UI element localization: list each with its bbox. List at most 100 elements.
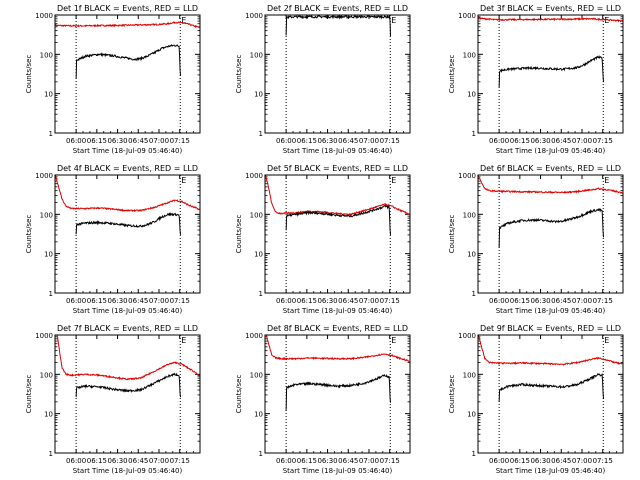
x-axis-label: Start Time (18-Jul-09 05:46:40) xyxy=(283,147,393,155)
x-tick-label: 06:15 xyxy=(87,137,107,145)
x-tick-label: 07:00 xyxy=(149,137,169,145)
x-tick-label: 07:15 xyxy=(593,457,613,465)
y-axis-label: Counts/sec xyxy=(235,215,243,254)
panel-title: Det 7f BLACK = Events, RED = LLD xyxy=(57,324,198,333)
y-tick-label: 1 xyxy=(49,130,53,138)
x-tick-label: 06:45 xyxy=(551,297,571,305)
y-tick-label: 100 xyxy=(463,211,476,219)
plot-frame xyxy=(264,174,411,294)
y-axis-label: Counts/sec xyxy=(235,55,243,94)
x-tick-label: 06:00 xyxy=(489,297,509,305)
x-tick-label: 06:45 xyxy=(338,457,358,465)
y-tick-label: 1 xyxy=(472,290,476,298)
y-tick-label: 1 xyxy=(49,290,53,298)
x-tick-label: 06:30 xyxy=(107,137,127,145)
lld-series-line xyxy=(478,335,623,366)
events-series-line xyxy=(75,372,182,398)
plot-frame xyxy=(54,14,201,134)
y-tick-label: 100 xyxy=(40,51,53,59)
x-tick-label: 06:00 xyxy=(276,457,296,465)
y-axis-label: Counts/sec xyxy=(235,375,243,414)
flag-label: E xyxy=(604,336,609,345)
y-tick-label: 1000 xyxy=(245,332,263,340)
y-tick-label: 1000 xyxy=(35,332,53,340)
x-tick-label: 07:00 xyxy=(359,457,379,465)
events-series-line xyxy=(498,372,605,402)
events-series-line xyxy=(285,373,392,411)
y-tick-label: 10 xyxy=(467,91,476,99)
x-tick-label: 07:15 xyxy=(380,457,400,465)
x-tick-label: 07:15 xyxy=(170,457,190,465)
x-tick-label: 07:15 xyxy=(593,297,613,305)
x-axis-label: Start Time (18-Jul-09 05:46:40) xyxy=(73,307,183,315)
y-tick-label: 1000 xyxy=(458,12,476,20)
y-tick-label: 1000 xyxy=(458,332,476,340)
y-tick-label: 100 xyxy=(463,51,476,59)
x-tick-label: 07:00 xyxy=(572,457,592,465)
y-tick-label: 100 xyxy=(250,371,263,379)
plot-frame xyxy=(54,334,201,454)
x-tick-label: 06:15 xyxy=(510,137,530,145)
x-tick-label: 06:00 xyxy=(489,457,509,465)
x-tick-label: 07:00 xyxy=(149,297,169,305)
events-series-line xyxy=(285,15,392,37)
y-tick-label: 100 xyxy=(40,371,53,379)
x-tick-label: 06:00 xyxy=(489,137,509,145)
lld-series-line xyxy=(265,335,410,363)
events-series-line xyxy=(285,204,392,236)
y-tick-label: 1 xyxy=(472,130,476,138)
panel-title: Det 1f BLACK = Events, RED = LLD xyxy=(57,4,198,13)
panel-det-5f: Det 5f BLACK = Events, RED = LLD Counts/s… xyxy=(235,164,411,315)
lld-series-line xyxy=(478,175,623,194)
y-tick-label: 1 xyxy=(259,130,263,138)
y-tick-label: 10 xyxy=(254,411,263,419)
plot-frame xyxy=(477,174,624,294)
x-tick-label: 06:45 xyxy=(551,457,571,465)
x-tick-label: 07:15 xyxy=(380,297,400,305)
y-axis-label: Counts/sec xyxy=(448,215,456,254)
x-axis-label: Start Time (18-Jul-09 05:46:40) xyxy=(496,147,606,155)
x-tick-label: 06:15 xyxy=(297,297,317,305)
y-tick-label: 10 xyxy=(44,411,53,419)
events-series-line xyxy=(75,44,182,79)
y-tick-label: 1000 xyxy=(245,12,263,20)
y-tick-label: 1 xyxy=(472,450,476,458)
flag-label: E xyxy=(181,336,186,345)
panel-det-9f: Det 9f BLACK = Events, RED = LLD Counts/s… xyxy=(448,324,624,475)
plot-frame xyxy=(477,334,624,454)
x-axis-label: Start Time (18-Jul-09 05:46:40) xyxy=(73,147,183,155)
y-tick-label: 100 xyxy=(250,211,263,219)
y-tick-label: 1000 xyxy=(458,172,476,180)
x-tick-label: 07:15 xyxy=(380,137,400,145)
x-tick-label: 06:30 xyxy=(530,137,550,145)
events-series-line xyxy=(498,207,605,248)
x-tick-label: 06:00 xyxy=(66,137,86,145)
x-axis-label: Start Time (18-Jul-09 05:46:40) xyxy=(283,307,393,315)
x-tick-label: 07:00 xyxy=(572,297,592,305)
y-tick-label: 10 xyxy=(254,91,263,99)
panel-title: Det 3f BLACK = Events, RED = LLD xyxy=(480,4,621,13)
events-series-line xyxy=(75,212,182,235)
panel-title: Det 2f BLACK = Events, RED = LLD xyxy=(267,4,408,13)
lld-series-line xyxy=(55,335,200,381)
flag-label: E xyxy=(604,176,609,185)
x-tick-label: 07:00 xyxy=(359,137,379,145)
x-tick-label: 06:30 xyxy=(530,297,550,305)
x-tick-label: 06:00 xyxy=(276,137,296,145)
x-tick-label: 06:45 xyxy=(128,137,148,145)
flag-label: E xyxy=(391,176,396,185)
x-axis-label: Start Time (18-Jul-09 05:46:40) xyxy=(283,467,393,475)
panel-title: Det 4f BLACK = Events, RED = LLD xyxy=(57,164,198,173)
panel-det-7f: Det 7f BLACK = Events, RED = LLD Counts/s… xyxy=(25,324,201,475)
y-tick-label: 1 xyxy=(49,450,53,458)
flag-label: E xyxy=(181,16,186,25)
y-tick-label: 1000 xyxy=(35,12,53,20)
flag-label: E xyxy=(391,336,396,345)
y-tick-label: 100 xyxy=(250,51,263,59)
x-tick-label: 06:45 xyxy=(128,297,148,305)
lld-series-line xyxy=(55,175,200,213)
y-tick-label: 1000 xyxy=(245,172,263,180)
panel-title: Det 5f BLACK = Events, RED = LLD xyxy=(267,164,408,173)
y-tick-label: 1 xyxy=(259,290,263,298)
